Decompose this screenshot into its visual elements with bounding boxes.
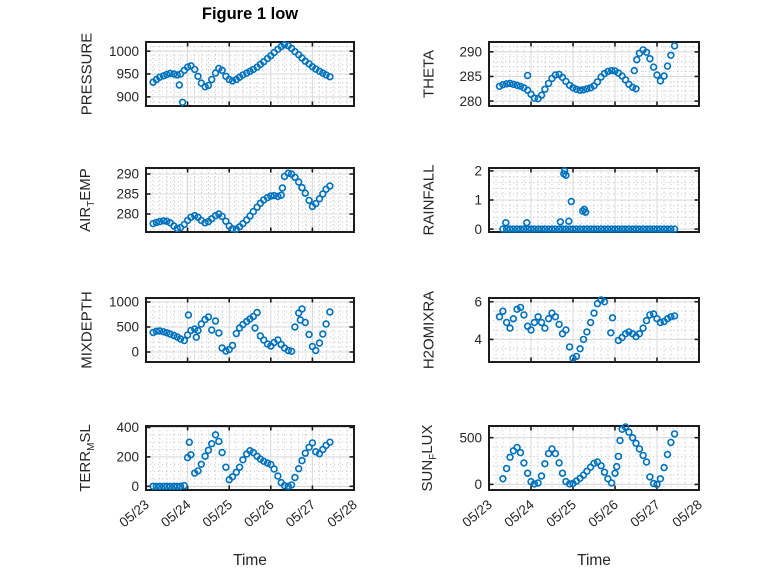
subplot-theta: 280 285 290	[459, 41, 700, 109]
major-grid	[489, 298, 699, 362]
major-grid	[489, 426, 699, 490]
tick-marks	[488, 298, 700, 362]
subplot-terr_msl: 0 200 400 05/23 05/24 05/25 05/26 05/27 05/28	[116, 420, 360, 530]
svg-text:2: 2	[474, 164, 482, 179]
svg-text:6: 6	[474, 294, 482, 309]
y-tick-labels: 0 1 2	[474, 164, 482, 237]
subplot-h2omixra: 46	[474, 294, 700, 363]
y-tick-labels: 46	[474, 294, 482, 347]
y-tick-labels: 900 950 1000	[109, 44, 139, 105]
data-points	[149, 431, 334, 490]
y-tick-labels: 280 285 290	[459, 45, 482, 109]
data-points	[495, 42, 679, 103]
svg-text:0: 0	[474, 477, 482, 492]
y-axis-label-h2omixra: H2OMIXRA	[420, 290, 438, 370]
svg-text:05/23: 05/23	[459, 497, 495, 530]
subplot-pressure: 900 950 1000	[109, 40, 355, 107]
svg-text:285: 285	[459, 69, 482, 84]
data-points	[499, 423, 679, 489]
data-points	[149, 305, 334, 355]
svg-text:0: 0	[131, 479, 139, 494]
svg-text:290: 290	[459, 45, 482, 60]
subplot-mixdepth: 0 500 1000	[109, 295, 355, 363]
svg-text:05/25: 05/25	[200, 497, 236, 530]
y-tick-labels: 0 200 400	[116, 420, 139, 494]
y-axis-label-theta: THETA	[420, 49, 438, 99]
svg-text:0: 0	[131, 345, 139, 360]
svg-text:1000: 1000	[109, 44, 139, 59]
major-grid	[489, 42, 699, 106]
svg-text:950: 950	[116, 67, 139, 82]
y-axis-label-pressure: PRESSURE	[78, 32, 96, 116]
svg-text:05/24: 05/24	[158, 497, 194, 531]
svg-text:05/25: 05/25	[543, 497, 579, 530]
svg-text:05/27: 05/27	[627, 497, 663, 530]
minor-grid	[146, 426, 354, 490]
tick-marks	[488, 426, 700, 490]
subplot-air_temp: 280 285 290	[116, 167, 355, 233]
major-grid	[489, 168, 699, 232]
axes-frame	[488, 41, 700, 107]
svg-text:0: 0	[474, 222, 482, 237]
subplot-rainfall: 0 1 2	[474, 164, 700, 237]
svg-text:285: 285	[116, 187, 139, 202]
svg-text:05/24: 05/24	[501, 497, 537, 531]
svg-text:200: 200	[116, 450, 139, 465]
svg-text:1000: 1000	[109, 295, 139, 310]
y-axis-label-rainfall: RAINFALL	[420, 164, 438, 236]
y-tick-labels: 280 285 290	[116, 167, 139, 222]
svg-text:05/28: 05/28	[669, 497, 705, 530]
y-axis-label-sun_flux: SUNFLUX	[419, 424, 439, 492]
axes-frame	[145, 167, 355, 233]
svg-text:290: 290	[116, 167, 139, 182]
svg-text:280: 280	[116, 207, 139, 222]
axes-frame	[145, 297, 355, 363]
svg-text:280: 280	[459, 94, 482, 109]
x-tick-labels: 05/23 05/24 05/25 05/26 05/27 05/28	[116, 497, 360, 531]
figure-title: Figure 1 low	[201, 5, 299, 23]
tick-marks	[145, 168, 355, 232]
data-points	[149, 40, 334, 107]
y-tick-labels: 0 500	[459, 430, 482, 492]
axes-frame	[145, 425, 355, 491]
axes-frame	[488, 425, 700, 491]
svg-text:4: 4	[474, 332, 482, 347]
data-points	[495, 296, 679, 362]
tick-marks	[488, 42, 700, 106]
svg-text:500: 500	[116, 320, 139, 335]
svg-text:05/28: 05/28	[324, 497, 360, 530]
svg-text:05/26: 05/26	[241, 497, 277, 530]
axes-frame	[488, 297, 700, 363]
svg-text:400: 400	[116, 420, 139, 435]
data-points	[149, 169, 334, 233]
svg-text:05/27: 05/27	[283, 497, 319, 530]
minor-grid	[489, 42, 699, 107]
y-tick-labels: 0 500 1000	[109, 295, 139, 360]
svg-text:1: 1	[474, 193, 482, 208]
x-axis-label-left: Time	[233, 552, 267, 569]
y-axis-label-terr_msl: TERRMSL	[77, 424, 97, 492]
svg-text:500: 500	[459, 430, 482, 445]
subplot-sun_flux: 0 500 05/23 05/24 05/25 05/26 05/27 05/28	[459, 423, 705, 531]
tick-marks	[145, 298, 355, 362]
data-points	[499, 167, 679, 233]
svg-text:05/23: 05/23	[116, 497, 152, 530]
svg-text:05/26: 05/26	[585, 497, 621, 530]
x-axis-label-right: Time	[577, 552, 611, 569]
y-axis-label-mixdepth: MIXDEPTH	[78, 291, 96, 369]
svg-text:900: 900	[116, 90, 139, 105]
tick-marks	[145, 42, 355, 106]
minor-grid	[489, 298, 699, 362]
x-tick-labels: 05/23 05/24 05/25 05/26 05/27 05/28	[459, 497, 705, 531]
y-axis-label-air_temp: AIRTEMP	[77, 168, 97, 232]
